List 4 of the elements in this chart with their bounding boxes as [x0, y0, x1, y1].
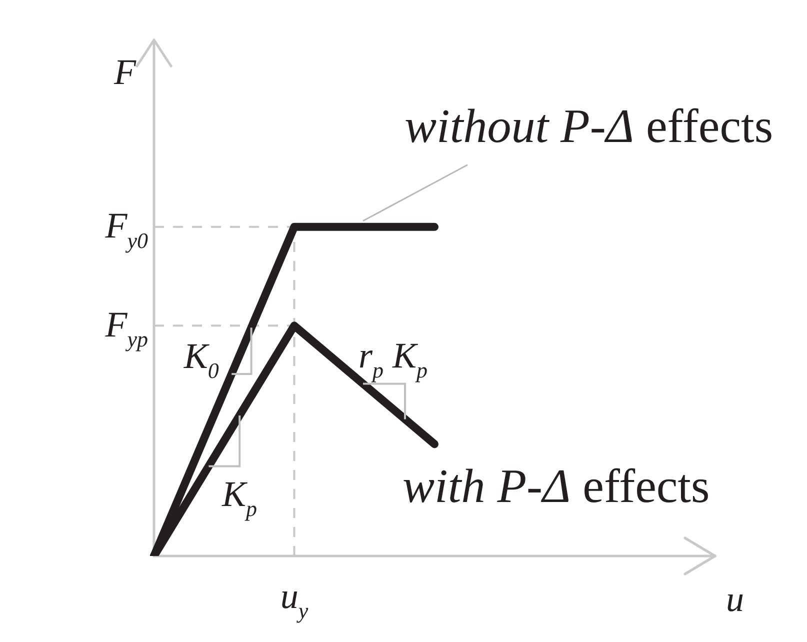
y-axis-title: F [113, 52, 138, 92]
series-label: with P-Δ effects [402, 460, 710, 514]
x-axis-title: u [726, 579, 744, 619]
series-label: without P-Δ effects [404, 100, 774, 153]
